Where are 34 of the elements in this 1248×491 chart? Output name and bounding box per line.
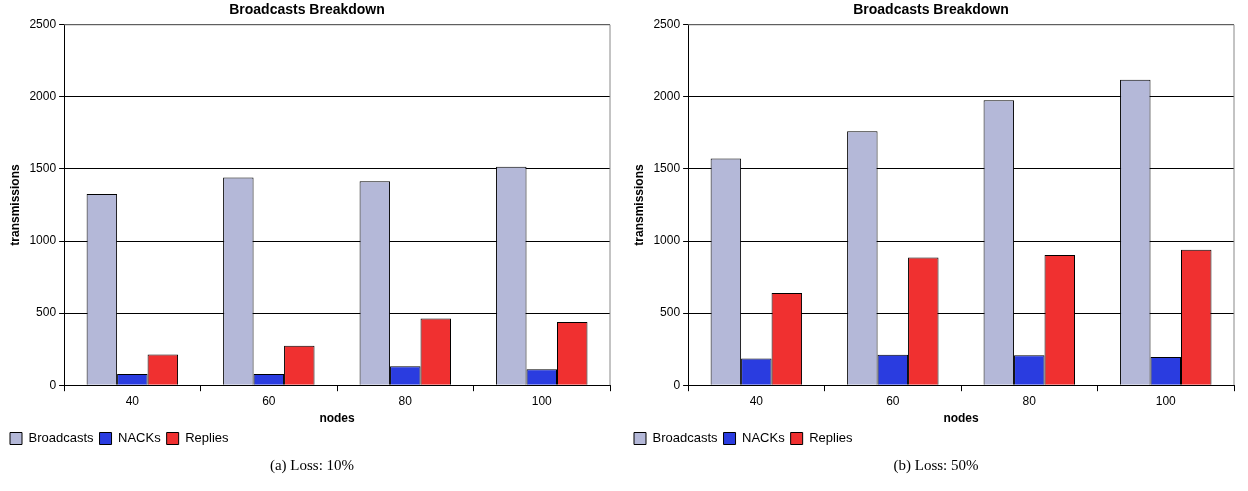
x-tick-label: 40: [125, 393, 140, 408]
x-tick-label: 100: [1155, 393, 1177, 408]
y-tick-label: 1500: [653, 161, 681, 176]
x-tick-label: 60: [262, 393, 276, 408]
x-tick-label: 80: [398, 393, 413, 408]
chart-title: Broadcasts Breakdown: [853, 1, 1009, 18]
x-tick-label: 100: [531, 393, 553, 408]
x-axis-title: nodes: [319, 411, 356, 426]
y-tick-label: 1500: [29, 161, 57, 176]
legend-label: NACKs: [742, 430, 786, 446]
x-tick-label: 40: [749, 393, 764, 408]
y-tick-label: 1000: [653, 233, 681, 248]
y-tick-label: 2500: [29, 17, 57, 32]
y-tick-label: 0: [49, 377, 57, 392]
text: (a) Loss: 10%: [268, 457, 356, 474]
legend-label: Broadcasts: [28, 430, 95, 446]
y-axis-title: transmissions: [631, 164, 646, 246]
legend-label: Replies: [185, 430, 229, 446]
y-tick-label: 500: [36, 305, 57, 320]
y-tick-label: 2500: [653, 17, 681, 32]
text: (b) Loss: 50%: [892, 457, 980, 474]
legend-label: Broadcasts: [652, 430, 719, 446]
x-tick-label: 60: [886, 393, 900, 408]
y-tick-label: 0: [673, 377, 681, 392]
y-axis-title: transmissions: [7, 164, 22, 246]
y-tick-label: 2000: [29, 89, 57, 104]
legend-label: NACKs: [118, 430, 162, 446]
x-tick-label: 80: [1022, 393, 1037, 408]
y-tick-label: 500: [660, 305, 681, 320]
legend-label: Replies: [809, 430, 853, 446]
chart-title: Broadcasts Breakdown: [229, 1, 385, 18]
y-tick-label: 1000: [29, 233, 57, 248]
x-axis-title: nodes: [943, 411, 980, 426]
y-tick-label: 2000: [653, 89, 681, 104]
